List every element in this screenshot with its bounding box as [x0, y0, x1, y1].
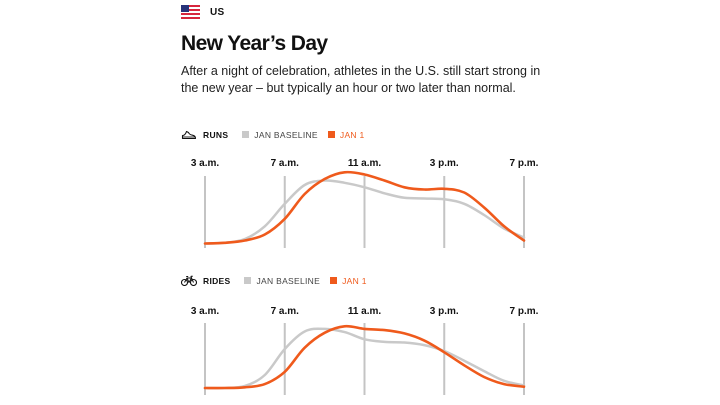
rides-chart: 3 a.m. 7 a.m. 11 a.m. 3 p.m. 7 p.m.: [191, 306, 539, 395]
x-tick-label: 3 a.m.: [191, 306, 220, 317]
x-tick-label: 3 p.m.: [430, 158, 459, 169]
running-shoe-icon: [181, 130, 197, 140]
series-line-jan-1: [203, 324, 526, 390]
bicycle-icon: [181, 275, 197, 286]
runs-chart-name: RUNS: [203, 129, 229, 140]
series-line-jan-1: [203, 170, 526, 245]
x-tick-label: 7 p.m.: [510, 306, 539, 317]
x-tick-label: 7 p.m.: [510, 158, 539, 169]
legend-label-jan1: JAN 1: [342, 275, 367, 286]
x-tick-label: 11 a.m.: [348, 306, 382, 317]
rides-chart-header: RIDES JAN BASELINE JAN 1: [181, 275, 377, 286]
runs-chart-header: RUNS JAN BASELINE JAN 1: [181, 129, 375, 140]
legend-label-baseline: JAN BASELINE: [256, 275, 321, 286]
rides-chart-name: RIDES: [203, 275, 231, 286]
legend-item-baseline: JAN BASELINE: [244, 276, 320, 286]
x-tick-label: 3 p.m.: [430, 306, 459, 317]
legend-label-jan1: JAN 1: [339, 129, 365, 140]
runs-chart: 3 a.m. 7 a.m. 11 a.m. 3 p.m. 7 p.m.: [191, 158, 539, 248]
us-flag-icon: [181, 5, 200, 19]
x-tick-label: 3 a.m.: [191, 158, 220, 169]
x-tick-label: 7 a.m.: [271, 306, 300, 317]
country-indicator: US: [181, 5, 225, 19]
legend-item-jan1: JAN 1: [330, 276, 367, 286]
legend-swatch-jan1: [327, 131, 335, 138]
series-line-jan-baseline: [203, 327, 526, 390]
legend-swatch-baseline: [244, 277, 252, 284]
legend-item-jan1: JAN 1: [327, 129, 365, 140]
x-tick-label: 7 a.m.: [271, 158, 300, 169]
country-label: US: [210, 6, 225, 18]
series-line-jan-baseline: [203, 179, 526, 245]
page-title: New Year’s Day: [181, 32, 328, 55]
legend-item-baseline: JAN BASELINE: [242, 130, 318, 140]
legend-swatch-baseline: [242, 131, 250, 138]
x-tick-label: 11 a.m.: [348, 158, 382, 169]
page-subtitle: After a night of celebration, athletes i…: [181, 64, 541, 95]
legend-swatch-jan1: [330, 277, 338, 284]
legend-label-baseline: JAN BASELINE: [254, 129, 318, 140]
